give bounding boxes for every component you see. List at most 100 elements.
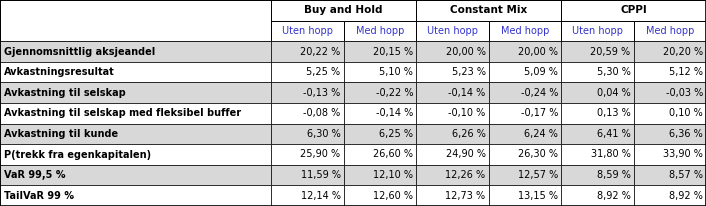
Bar bbox=[344, 41, 416, 62]
Text: -0,14 %: -0,14 % bbox=[448, 88, 486, 98]
Bar bbox=[271, 82, 344, 103]
Bar bbox=[561, 21, 633, 41]
Bar bbox=[0, 185, 271, 206]
Text: 11,59 %: 11,59 % bbox=[301, 170, 340, 180]
Text: 5,09 %: 5,09 % bbox=[524, 67, 558, 77]
Bar bbox=[271, 165, 344, 185]
Bar bbox=[633, 21, 706, 41]
Text: 33,90 %: 33,90 % bbox=[663, 150, 703, 159]
Bar bbox=[561, 62, 633, 82]
Bar bbox=[344, 62, 416, 82]
Text: Uten hopp: Uten hopp bbox=[572, 26, 623, 36]
Bar bbox=[416, 124, 489, 144]
Text: 8,59 %: 8,59 % bbox=[597, 170, 630, 180]
Bar bbox=[344, 185, 416, 206]
Text: 12,60 %: 12,60 % bbox=[373, 191, 413, 201]
Bar bbox=[489, 82, 561, 103]
Bar bbox=[416, 82, 489, 103]
Text: 31,80 %: 31,80 % bbox=[591, 150, 630, 159]
Text: 6,30 %: 6,30 % bbox=[307, 129, 340, 139]
Text: 5,25 %: 5,25 % bbox=[306, 67, 340, 77]
Text: 26,60 %: 26,60 % bbox=[373, 150, 413, 159]
Text: Uten hopp: Uten hopp bbox=[427, 26, 478, 36]
Bar bbox=[0, 62, 271, 82]
Bar bbox=[561, 41, 633, 62]
Text: TailVaR 99 %: TailVaR 99 % bbox=[4, 191, 74, 201]
Text: -0,03 %: -0,03 % bbox=[666, 88, 703, 98]
Text: 24,90 %: 24,90 % bbox=[445, 150, 486, 159]
Bar bbox=[489, 41, 561, 62]
Text: 12,26 %: 12,26 % bbox=[445, 170, 486, 180]
Bar bbox=[0, 103, 271, 124]
Bar bbox=[271, 144, 344, 165]
Text: -0,10 %: -0,10 % bbox=[448, 108, 486, 118]
Bar bbox=[271, 21, 344, 41]
Bar bbox=[271, 124, 344, 144]
Text: 0,13 %: 0,13 % bbox=[597, 108, 630, 118]
Bar bbox=[344, 82, 416, 103]
Bar bbox=[0, 124, 271, 144]
Text: 13,15 %: 13,15 % bbox=[518, 191, 558, 201]
Text: 20,59 %: 20,59 % bbox=[590, 47, 630, 56]
Bar bbox=[489, 21, 561, 41]
Bar bbox=[489, 103, 561, 124]
Text: 8,92 %: 8,92 % bbox=[669, 191, 703, 201]
Text: -0,08 %: -0,08 % bbox=[304, 108, 340, 118]
Bar bbox=[561, 144, 633, 165]
Text: 12,10 %: 12,10 % bbox=[373, 170, 413, 180]
Text: Buy and Hold: Buy and Hold bbox=[304, 5, 383, 15]
Bar bbox=[633, 185, 706, 206]
Bar bbox=[561, 185, 633, 206]
Text: -0,13 %: -0,13 % bbox=[304, 88, 340, 98]
Text: 26,30 %: 26,30 % bbox=[518, 150, 558, 159]
Text: 6,26 %: 6,26 % bbox=[452, 129, 486, 139]
Bar bbox=[416, 144, 489, 165]
Bar bbox=[0, 144, 271, 165]
Bar bbox=[633, 144, 706, 165]
Bar bbox=[416, 62, 489, 82]
Bar bbox=[344, 103, 416, 124]
Text: 8,57 %: 8,57 % bbox=[669, 170, 703, 180]
Bar bbox=[489, 124, 561, 144]
Bar bbox=[489, 144, 561, 165]
Text: 20,00 %: 20,00 % bbox=[445, 47, 486, 56]
Text: Constant Mix: Constant Mix bbox=[450, 5, 527, 15]
Bar bbox=[489, 62, 561, 82]
Bar bbox=[344, 144, 416, 165]
Bar bbox=[561, 124, 633, 144]
Bar bbox=[489, 185, 561, 206]
Text: 6,24 %: 6,24 % bbox=[524, 129, 558, 139]
Text: 20,22 %: 20,22 % bbox=[300, 47, 340, 56]
Text: CPPI: CPPI bbox=[620, 5, 647, 15]
Bar bbox=[271, 185, 344, 206]
Text: Avkastningsresultat: Avkastningsresultat bbox=[4, 67, 115, 77]
Text: VaR 99,5 %: VaR 99,5 % bbox=[4, 170, 66, 180]
Bar bbox=[0, 0, 271, 41]
Bar bbox=[416, 21, 489, 41]
Text: -0,22 %: -0,22 % bbox=[376, 88, 413, 98]
Bar bbox=[416, 165, 489, 185]
Text: 5,30 %: 5,30 % bbox=[597, 67, 630, 77]
Bar bbox=[489, 165, 561, 185]
Text: -0,17 %: -0,17 % bbox=[520, 108, 558, 118]
Text: 20,20 %: 20,20 % bbox=[663, 47, 703, 56]
Bar bbox=[0, 41, 271, 62]
Text: Med hopp: Med hopp bbox=[645, 26, 694, 36]
Text: Avkastning til selskap med fleksibel buffer: Avkastning til selskap med fleksibel buf… bbox=[4, 108, 241, 118]
Text: 5,12 %: 5,12 % bbox=[669, 67, 703, 77]
Bar bbox=[271, 62, 344, 82]
Bar bbox=[561, 0, 706, 21]
Bar bbox=[271, 41, 344, 62]
Bar bbox=[416, 41, 489, 62]
Text: Uten hopp: Uten hopp bbox=[282, 26, 333, 36]
Bar bbox=[0, 82, 271, 103]
Text: 0,04 %: 0,04 % bbox=[597, 88, 630, 98]
Bar bbox=[561, 165, 633, 185]
Bar bbox=[344, 124, 416, 144]
Text: 5,10 %: 5,10 % bbox=[379, 67, 413, 77]
Bar bbox=[416, 0, 561, 21]
Bar bbox=[633, 124, 706, 144]
Text: 6,41 %: 6,41 % bbox=[597, 129, 630, 139]
Bar bbox=[633, 165, 706, 185]
Text: P(trekk fra egenkapitalen): P(trekk fra egenkapitalen) bbox=[4, 150, 151, 159]
